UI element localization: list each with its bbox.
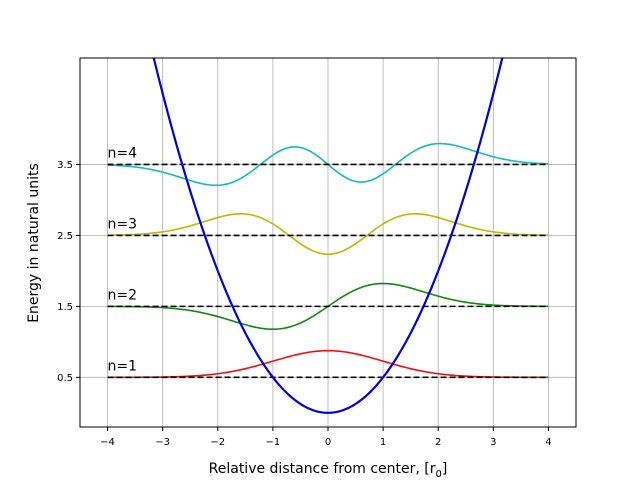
- level-label-n2: n=2: [108, 287, 138, 303]
- plot-content: [107, 58, 549, 414]
- x-axis-label: Relative distance from center, [r0]: [209, 461, 448, 480]
- level-label-n1: n=1: [108, 358, 138, 374]
- y-tick-label: 2.5: [57, 231, 73, 242]
- x-tick-label: 4: [545, 437, 551, 448]
- x-tick-label: −2: [210, 437, 225, 448]
- y-tick-label: 0.5: [57, 373, 73, 384]
- y-ticks: 0.5 1.5 2.5 3.5: [57, 160, 80, 384]
- x-tick-label: −3: [155, 437, 170, 448]
- level-labels: n=1 n=2 n=3 n=4: [108, 145, 138, 374]
- potential-curve: [152, 58, 504, 414]
- level-label-n3: n=3: [108, 216, 138, 232]
- y-tick-label: 3.5: [57, 160, 73, 171]
- level-label-n4: n=4: [108, 145, 138, 161]
- x-tick-label: −4: [100, 437, 115, 448]
- x-tick-label: −1: [266, 437, 281, 448]
- x-tick-label: 3: [490, 437, 496, 448]
- x-ticks: −4 −3 −2 −1 0 1 2 3 4: [100, 427, 552, 448]
- x-tick-label: 0: [325, 437, 331, 448]
- x-tick-label: 2: [435, 437, 441, 448]
- x-tick-label: 1: [380, 437, 386, 448]
- y-tick-label: 1.5: [57, 302, 73, 313]
- wavefunction-n3: [107, 213, 549, 256]
- y-axis-label: Energy in natural units: [26, 163, 42, 323]
